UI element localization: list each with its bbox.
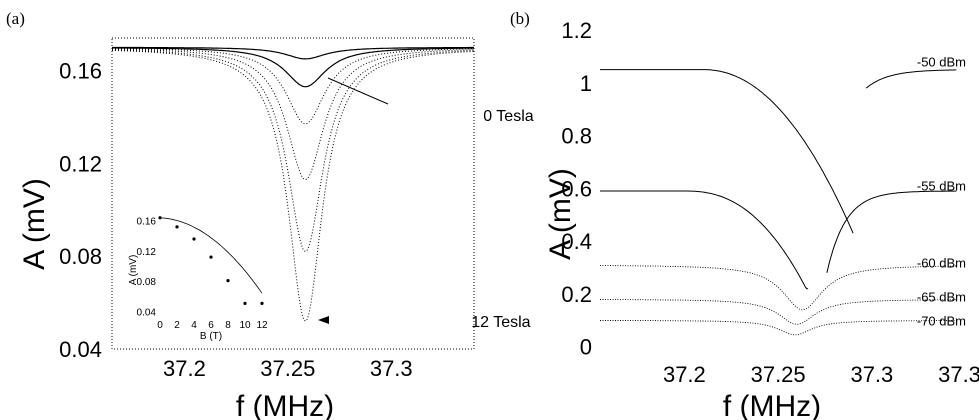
inset-x-tick-label: 4 bbox=[191, 320, 197, 331]
resonance-curve-a bbox=[112, 48, 474, 181]
inset-y-tick-label: 0.08 bbox=[137, 277, 157, 288]
inset-point bbox=[260, 301, 264, 305]
inset-x-tick-labels: 0 2 4 6 8 10 12 bbox=[157, 320, 268, 331]
y-axis-label-a: A (mV) bbox=[18, 178, 51, 270]
x-tick-label-a: 37.2 bbox=[163, 356, 206, 381]
inset-fit-curve bbox=[159, 217, 263, 294]
y-tick-label-b: 0.8 bbox=[561, 124, 592, 149]
inset-point bbox=[175, 225, 179, 229]
series-labels-b: -50 dBm -55 dBm -60 dBm -65 dBm -70 dBm bbox=[917, 55, 966, 329]
series-label-b: -50 dBm bbox=[917, 55, 966, 70]
inset-y-tick-label: 0.12 bbox=[137, 247, 157, 258]
x-tick-label-b: 37.25 bbox=[751, 362, 806, 387]
y-tick-labels-b: 0 0.2 0.4 0.6 0.8 1 1.2 bbox=[561, 18, 592, 360]
series-curve-70dbm bbox=[600, 320, 957, 336]
series-curve-50dbm-left bbox=[600, 69, 854, 234]
resonance-curve-a bbox=[112, 49, 475, 322]
chart-b: (b) 37.2 37.25 37.3 37.35 0 0.2 0.4 0.6 0.8 1 1.2… bbox=[510, 9, 979, 420]
inset-point bbox=[209, 255, 213, 259]
inset-x-tick-label: 10 bbox=[239, 320, 251, 331]
inset-x-tick-label: 8 bbox=[225, 320, 231, 331]
plot-frame-a bbox=[111, 37, 475, 350]
x-axis-label-b: f (MHz) bbox=[723, 390, 821, 420]
series-label-b: -60 dBm bbox=[917, 255, 966, 270]
pointer-line-0-tesla bbox=[327, 77, 389, 105]
y-tick-label-b: 0.4 bbox=[561, 229, 592, 254]
x-tick-labels-a: 37.2 37.25 37.3 bbox=[163, 356, 413, 381]
y-tick-label-b: 1.2 bbox=[561, 18, 592, 43]
y-tick-label-a: 0.16 bbox=[59, 58, 102, 83]
inset-y-axis-label: A (mV) bbox=[128, 255, 139, 286]
annotation-0-tesla: 0 Tesla bbox=[483, 108, 534, 125]
inset-point bbox=[192, 237, 196, 241]
resonance-curve-a bbox=[112, 47, 474, 125]
inset-x-tick-label: 12 bbox=[256, 320, 268, 331]
inset-points bbox=[158, 216, 264, 305]
y-tick-label-b: 0 bbox=[580, 335, 592, 360]
series-label-b: -65 dBm bbox=[917, 290, 966, 305]
x-tick-labels-b: 37.2 37.25 37.3 37.35 bbox=[663, 362, 979, 387]
inset-x-axis-label: B (T) bbox=[200, 331, 222, 342]
x-tick-label-b: 37.2 bbox=[663, 362, 706, 387]
x-tick-label-b: 37.35 bbox=[938, 362, 979, 387]
inset-y-tick-label: 0.16 bbox=[137, 217, 157, 228]
inset-x-tick-label: 6 bbox=[208, 320, 214, 331]
y-axis-label-b: A (mV) bbox=[544, 168, 577, 260]
x-axis-label-a: f (MHz) bbox=[236, 390, 334, 420]
resonance-curve-a bbox=[112, 46, 474, 60]
series-curve-60dbm bbox=[599, 265, 957, 311]
curves-b bbox=[599, 69, 957, 336]
series-curve-55dbm-left bbox=[600, 190, 809, 290]
inset-point bbox=[243, 301, 247, 305]
inset-y-tick-labels: 0.04 0.08 0.12 0.16 bbox=[137, 217, 157, 319]
y-tick-label-b: 1 bbox=[580, 71, 592, 96]
series-label-b: -55 dBm bbox=[917, 179, 966, 194]
curves-a bbox=[111, 46, 475, 322]
inset-x-tick-label: 2 bbox=[174, 320, 180, 331]
inset-y-tick-label: 0.04 bbox=[137, 307, 157, 318]
panel-label-a: (a) bbox=[6, 9, 25, 28]
x-tick-label-a: 37.25 bbox=[260, 356, 315, 381]
y-tick-label-a: 0.12 bbox=[59, 151, 102, 176]
y-tick-label-b: 0.2 bbox=[561, 282, 592, 307]
y-tick-label-b: 0.6 bbox=[561, 176, 592, 201]
resonance-curve-a bbox=[112, 47, 474, 88]
series-curve-65dbm bbox=[600, 299, 957, 325]
annotation-12-tesla: 12 Tesla bbox=[471, 314, 530, 331]
y-tick-labels-a: 0.04 0.08 0.12 0.16 bbox=[59, 58, 102, 362]
x-tick-label-a: 37.3 bbox=[370, 356, 413, 381]
y-tick-label-a: 0.08 bbox=[59, 244, 102, 269]
pointer-arrow-12-tesla bbox=[318, 316, 329, 324]
resonance-curve-a bbox=[111, 49, 475, 253]
x-tick-label-b: 37.3 bbox=[850, 362, 893, 387]
series-curve-55dbm-right bbox=[826, 190, 957, 273]
chart-a: (a) 37.2 37.25 37.3 0.04 0.08 0.12 0.16 f (MH… bbox=[6, 9, 534, 420]
y-tick-label-a: 0.04 bbox=[59, 337, 102, 362]
inset-chart: 0.04 0.08 0.12 0.16 0 2 4 6 8 10 12 B (T) A (mV) bbox=[128, 216, 268, 342]
panel-label-b: (b) bbox=[510, 9, 530, 28]
inset-point bbox=[158, 216, 162, 220]
inset-x-tick-label: 0 bbox=[157, 320, 163, 331]
series-label-b: -70 dBm bbox=[917, 313, 966, 328]
inset-point bbox=[226, 279, 230, 283]
series-curve-50dbm-right bbox=[865, 69, 957, 89]
